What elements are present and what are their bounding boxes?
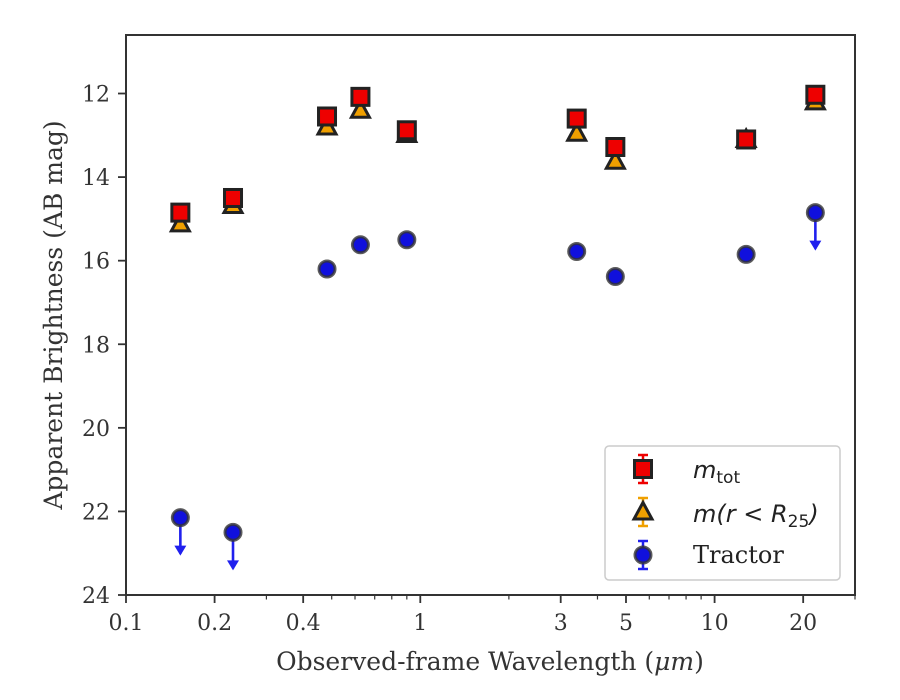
tractor-point xyxy=(736,244,756,264)
tractor-point xyxy=(223,522,243,542)
x-tick-label: 0.1 xyxy=(109,611,144,636)
legend-marker-circle xyxy=(633,545,653,565)
axis-ticks: 0.1 0.2 0.4 1 3 5 10 20 12 14 16 18 20 22 24 xyxy=(82,83,856,636)
series-square xyxy=(170,84,826,223)
y-tick-label: 20 xyxy=(82,417,110,442)
x-axis-label: Observed-frame Wavelength (μm) xyxy=(276,647,704,676)
legend-markers xyxy=(631,453,655,571)
legend-marker-triangle xyxy=(631,499,655,521)
m-tot-point xyxy=(605,137,626,157)
tractor-point xyxy=(350,235,370,255)
tractor-point xyxy=(317,259,337,279)
tractor-point xyxy=(170,508,190,528)
y-tick-label: 16 xyxy=(82,250,110,275)
x-tick-label: 5 xyxy=(619,611,633,636)
upper-limit-arrow-head xyxy=(809,240,822,251)
upper-limit-arrow-head xyxy=(227,560,240,571)
m-tot-point xyxy=(350,86,371,107)
upper-limit-arrow-head xyxy=(174,545,187,556)
y-tick-label: 22 xyxy=(82,500,110,525)
m-tot-point xyxy=(223,187,244,208)
x-tick-label: 3 xyxy=(554,611,568,636)
y-axis-label: Apparent Brightness (AB mag) xyxy=(39,120,68,510)
data-marks xyxy=(168,84,827,571)
legend: mtot m(r < R25) Tractor xyxy=(604,445,841,581)
tractor-point xyxy=(567,241,587,261)
y-tick-label: 18 xyxy=(82,333,110,358)
m-r25-point xyxy=(168,211,192,233)
y-tick-label: 14 xyxy=(82,166,110,191)
plot-frame xyxy=(125,34,856,596)
m-tot-point xyxy=(170,202,191,223)
legend-marker-square xyxy=(633,459,653,479)
m-tot-point xyxy=(566,108,587,129)
m-r25-point xyxy=(603,148,627,170)
legend-label-m-r25: m(r < R25) xyxy=(693,500,819,532)
tractor-point xyxy=(805,203,825,223)
y-tick-label: 12 xyxy=(82,83,110,108)
m-r25-point xyxy=(348,97,372,119)
series-triangle xyxy=(168,89,827,233)
series-circle xyxy=(170,203,825,571)
x-tick-label: 0.4 xyxy=(286,611,321,636)
tractor-point xyxy=(605,267,625,287)
x-tick-label: 1 xyxy=(413,611,427,636)
legend-label-tractor: Tractor xyxy=(693,541,784,569)
m-r25-point xyxy=(565,120,589,142)
m-tot-point xyxy=(736,129,757,150)
x-tick-label: 0.2 xyxy=(197,611,232,636)
y-tick-label: 24 xyxy=(82,584,110,609)
x-tick-label: 20 xyxy=(789,611,817,636)
m-tot-point xyxy=(805,84,826,105)
x-tick-label: 10 xyxy=(701,611,729,636)
tractor-point xyxy=(397,230,417,250)
legend-box xyxy=(604,445,841,581)
legend-label-m-tot: mtot xyxy=(693,456,740,488)
m-tot-point xyxy=(396,120,417,141)
m-tot-point xyxy=(317,106,338,127)
